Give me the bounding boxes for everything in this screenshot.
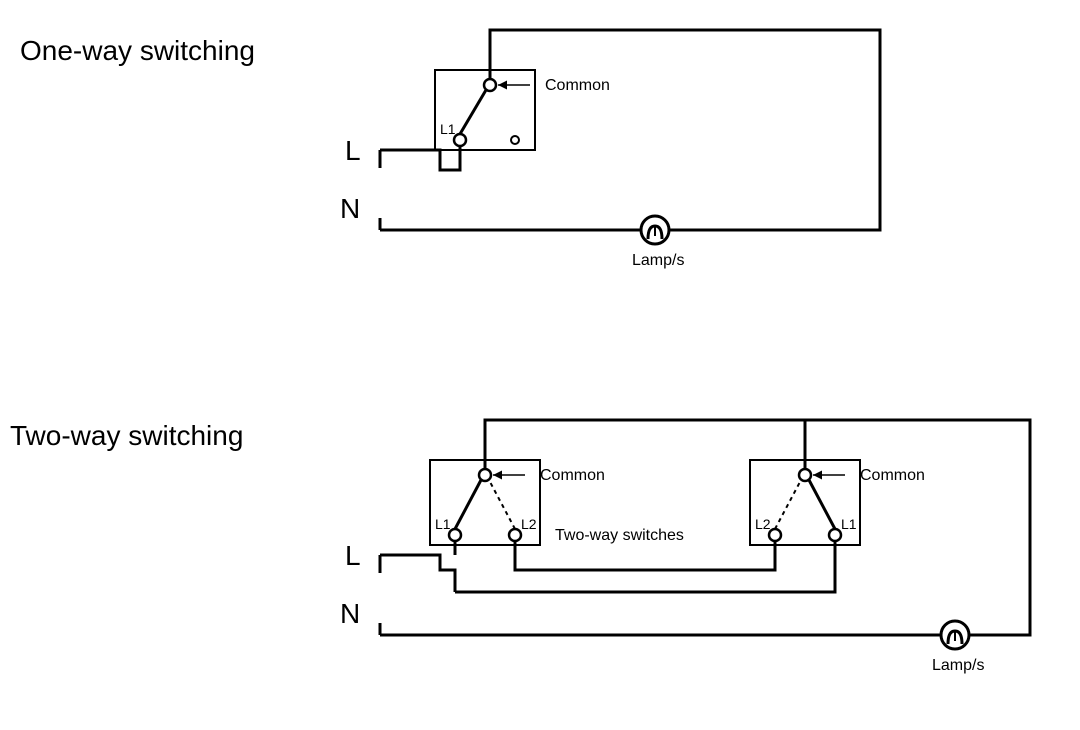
terminal-common [484, 79, 496, 91]
label-lamp-2: Lamp/s [932, 657, 984, 674]
lamp-icon-2 [941, 621, 969, 649]
label-L1-1: L1 [440, 121, 456, 137]
lamp-icon-1 [641, 216, 669, 244]
label-N-2: N [340, 598, 360, 629]
s1-lever-solid [455, 480, 481, 529]
title-two-way: Two-way switching [10, 420, 243, 451]
diagram-two-way: Two-way switching [10, 420, 1030, 674]
s1-label-L1: L1 [435, 516, 451, 532]
wire-strap-lower [455, 541, 835, 592]
label-N-1: N [340, 193, 360, 224]
label-L-1: L [345, 135, 361, 166]
label-two-way: Two-way switches [555, 527, 684, 544]
s2-label-L1: L1 [841, 516, 857, 532]
switch-lever [460, 90, 486, 134]
s2-label-L2: L2 [755, 516, 771, 532]
terminal-l1 [454, 134, 466, 146]
label-L-2: L [345, 540, 361, 571]
label-common-2b: Common [860, 467, 925, 484]
s2-terminal-l1 [829, 529, 841, 541]
s2-terminal-common [799, 469, 811, 481]
s1-label-L2: L2 [521, 516, 537, 532]
label-lamp-1: Lamp/s [632, 252, 684, 269]
wiring-diagram: One-way switching L N Common L1 Lamp/s T… [0, 0, 1080, 730]
wire-live-in-2 [380, 555, 455, 592]
s2-lever-solid [809, 480, 835, 529]
terminal-unused [511, 136, 519, 144]
s1-terminal-common [479, 469, 491, 481]
label-common-1: Common [545, 77, 610, 94]
s2-terminal-l2 [769, 529, 781, 541]
label-common-2a: Common [540, 467, 605, 484]
s1-terminal-l1 [449, 529, 461, 541]
diagram-one-way: One-way switching L N Common L1 Lamp/s [20, 30, 880, 269]
s2-lever-dash [775, 480, 801, 529]
title-one-way: One-way switching [20, 35, 255, 66]
wire-common-loop [490, 30, 880, 230]
wire-strap-upper [515, 541, 775, 570]
s1-terminal-l2 [509, 529, 521, 541]
s1-lever-dash [489, 480, 515, 529]
